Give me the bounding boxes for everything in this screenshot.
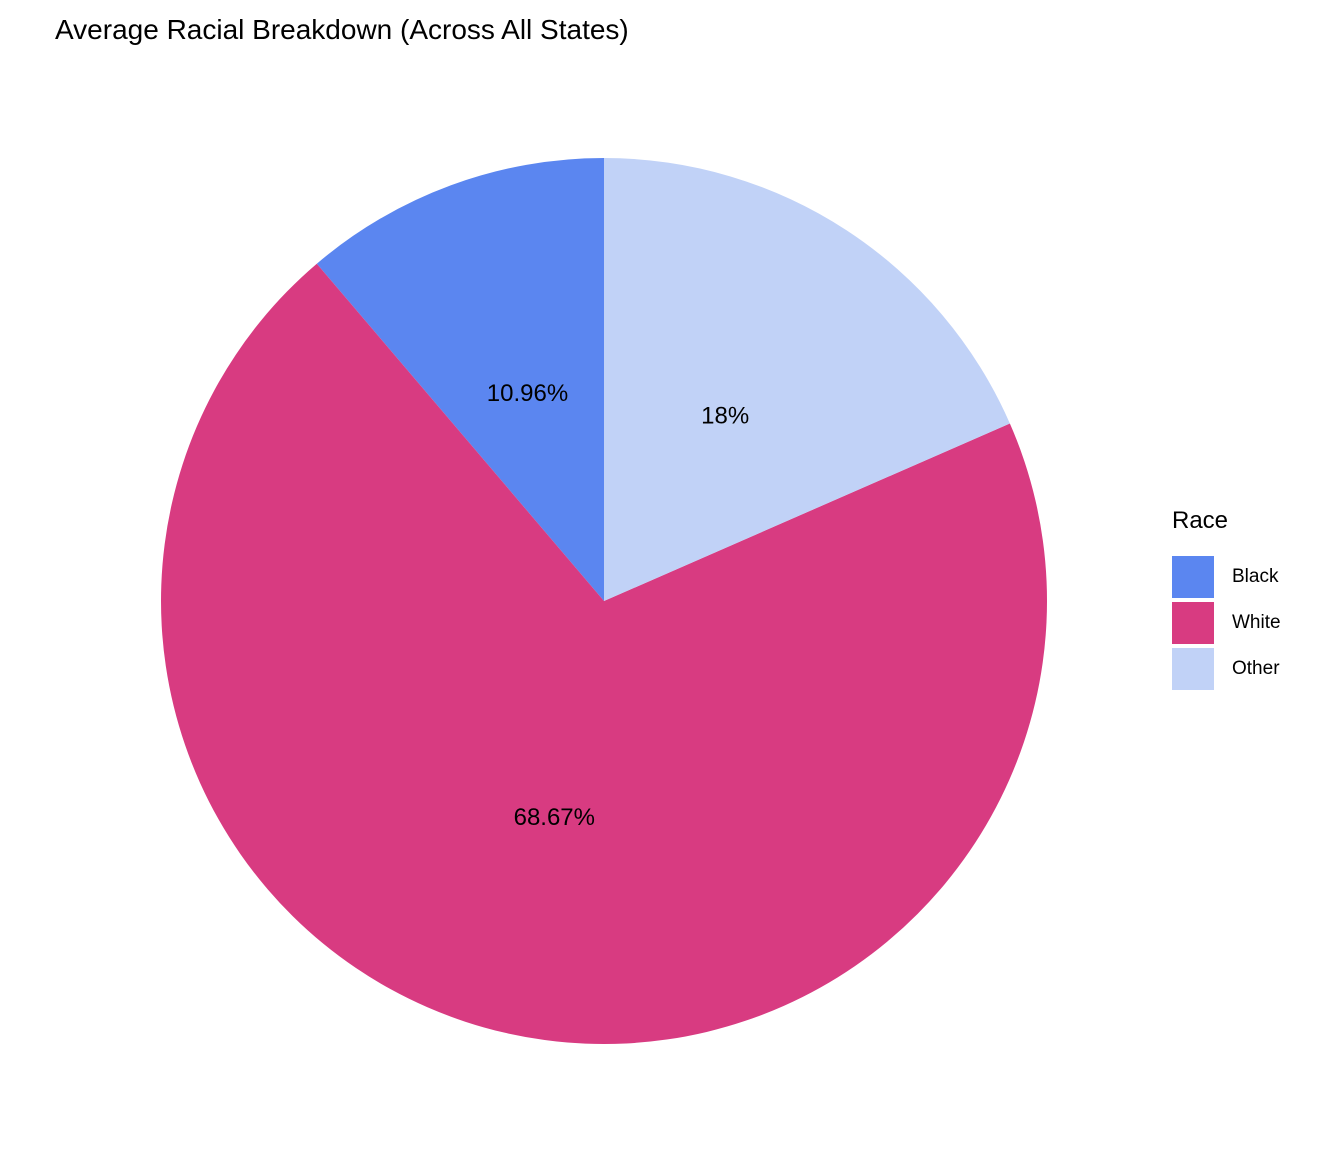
pie-label-other: 18% [701,403,749,430]
legend-item-black: Black [1172,556,1281,598]
legend-swatch-black-icon [1172,556,1214,598]
legend-swatch-other-icon [1172,648,1214,690]
pie-slice-black [316,158,604,601]
pie-slice-other [604,158,1010,601]
pie-slice-white [161,263,1048,1044]
legend: Race Black White Other [1172,506,1281,690]
pie-label-white: 68.67% [514,804,595,831]
legend-swatch-white-icon [1172,602,1214,644]
chart-title: Average Racial Breakdown (Across All Sta… [55,14,629,45]
legend-label-white: White [1232,612,1281,633]
legend-label-other: Other [1232,658,1280,679]
legend-items: Black White Other [1172,556,1281,690]
pie-label-black: 10.96% [487,380,568,407]
legend-label-black: Black [1232,566,1279,587]
legend-item-other: Other [1172,648,1281,690]
legend-item-white: White [1172,602,1281,644]
legend-title: Race [1172,507,1229,534]
